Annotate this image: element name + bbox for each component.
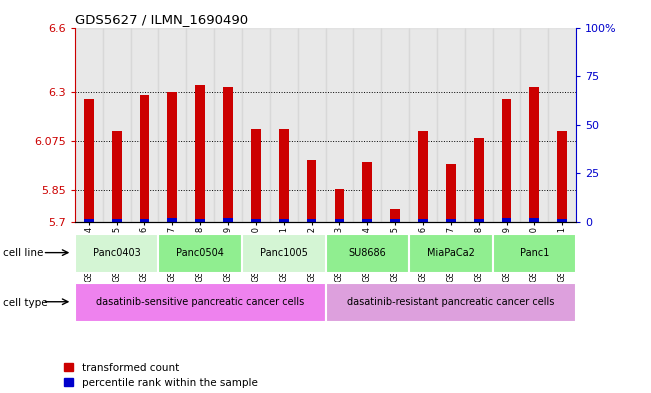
- FancyBboxPatch shape: [75, 234, 158, 273]
- Bar: [390, 209, 400, 222]
- Bar: [557, 131, 567, 222]
- Bar: [195, 219, 205, 222]
- Text: GDS5627 / ILMN_1690490: GDS5627 / ILMN_1690490: [75, 13, 248, 26]
- Bar: [75, 28, 103, 222]
- Bar: [223, 218, 233, 222]
- Text: dasatinib-sensitive pancreatic cancer cells: dasatinib-sensitive pancreatic cancer ce…: [96, 297, 304, 307]
- Text: SU8686: SU8686: [348, 248, 386, 258]
- Text: cell type: cell type: [3, 298, 48, 308]
- Bar: [557, 219, 567, 222]
- FancyBboxPatch shape: [326, 283, 576, 322]
- Bar: [353, 28, 381, 222]
- FancyBboxPatch shape: [75, 283, 326, 322]
- Text: MiaPaCa2: MiaPaCa2: [427, 248, 475, 258]
- Bar: [335, 219, 344, 222]
- Bar: [279, 219, 288, 222]
- Bar: [84, 99, 94, 222]
- FancyBboxPatch shape: [409, 234, 493, 273]
- Bar: [409, 28, 437, 222]
- Bar: [474, 219, 484, 222]
- Bar: [446, 219, 456, 222]
- Bar: [335, 189, 344, 222]
- FancyBboxPatch shape: [326, 234, 409, 273]
- Bar: [446, 164, 456, 222]
- Bar: [307, 219, 316, 222]
- Bar: [326, 28, 353, 222]
- Bar: [529, 218, 539, 222]
- Bar: [381, 28, 409, 222]
- Bar: [548, 28, 576, 222]
- Bar: [529, 87, 539, 222]
- Bar: [465, 28, 493, 222]
- FancyBboxPatch shape: [493, 234, 576, 273]
- Text: cell line: cell line: [3, 248, 44, 259]
- Bar: [139, 219, 149, 222]
- Bar: [223, 87, 233, 222]
- Text: Panc0403: Panc0403: [92, 248, 141, 258]
- Bar: [84, 219, 94, 222]
- Bar: [390, 219, 400, 222]
- Bar: [418, 131, 428, 222]
- Bar: [195, 85, 205, 222]
- Bar: [363, 219, 372, 222]
- Bar: [139, 94, 149, 222]
- Bar: [186, 28, 214, 222]
- Bar: [251, 219, 261, 222]
- Bar: [242, 28, 270, 222]
- Bar: [103, 28, 131, 222]
- Bar: [167, 92, 177, 222]
- Bar: [112, 131, 122, 222]
- Bar: [474, 138, 484, 222]
- Text: Panc0504: Panc0504: [176, 248, 224, 258]
- Bar: [493, 28, 520, 222]
- Bar: [158, 28, 186, 222]
- Bar: [363, 162, 372, 222]
- Bar: [437, 28, 465, 222]
- Text: Panc1: Panc1: [519, 248, 549, 258]
- FancyBboxPatch shape: [242, 234, 326, 273]
- Bar: [502, 99, 512, 222]
- Bar: [298, 28, 326, 222]
- Bar: [131, 28, 158, 222]
- Text: Panc1005: Panc1005: [260, 248, 308, 258]
- Bar: [270, 28, 298, 222]
- Bar: [418, 219, 428, 222]
- Bar: [214, 28, 242, 222]
- Bar: [167, 218, 177, 222]
- Text: dasatinib-resistant pancreatic cancer cells: dasatinib-resistant pancreatic cancer ce…: [347, 297, 555, 307]
- Bar: [251, 129, 261, 222]
- FancyBboxPatch shape: [158, 234, 242, 273]
- Bar: [502, 218, 512, 222]
- Bar: [279, 129, 288, 222]
- Bar: [520, 28, 548, 222]
- Bar: [307, 160, 316, 222]
- Legend: transformed count, percentile rank within the sample: transformed count, percentile rank withi…: [64, 363, 257, 388]
- Bar: [112, 219, 122, 222]
